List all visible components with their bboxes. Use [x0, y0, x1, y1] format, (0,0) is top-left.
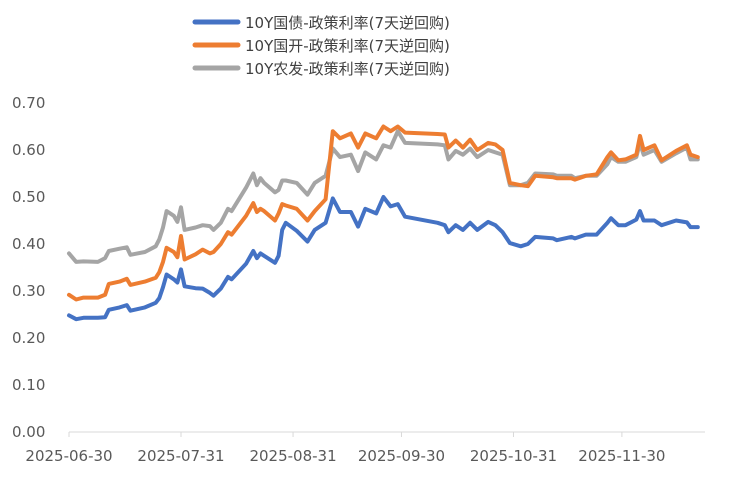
x-tick-label: 2025-08-31	[249, 447, 336, 465]
y-tick-label: 0.10	[12, 376, 45, 394]
series-layer	[67, 124, 700, 322]
y-tick-label: 0.70	[12, 94, 45, 112]
y-tick-label: 0.20	[12, 329, 45, 347]
legend: 10Y国债-政策利率(7天逆回购) 10Y国开-政策利率(7天逆回购) 10Y农发-…	[192, 14, 450, 78]
y-tick-label: 0.30	[12, 282, 45, 300]
x-tick-label: 2025-09-30	[358, 447, 445, 465]
legend-label-2: 10Y国开-政策利率(7天逆回购)	[245, 37, 450, 55]
y-tick-label: 0.40	[12, 235, 45, 253]
y-tick-label: 0.50	[12, 188, 45, 206]
y-tick-label: 0.60	[12, 141, 45, 159]
y-axis: 0.00 0.10 0.20 0.30 0.40 0.50 0.60 0.70	[12, 94, 45, 441]
series-line-1	[67, 195, 700, 322]
series-line-2	[67, 124, 700, 302]
x-tick-label: 2025-07-31	[137, 447, 224, 465]
x-tick-label: 2025-10-31	[470, 447, 557, 465]
y-tick-label: 0.00	[12, 423, 45, 441]
legend-label-3: 10Y农发-政策利率(7天逆回购)	[245, 60, 450, 78]
x-tick-label: 2025-11-30	[578, 447, 665, 465]
x-axis: 2025-06-30 2025-07-31 2025-08-31 2025-09-30…	[25, 431, 705, 465]
x-tick-label: 2025-06-30	[25, 447, 112, 465]
legend-label-1: 10Y国债-政策利率(7天逆回购)	[245, 14, 450, 32]
